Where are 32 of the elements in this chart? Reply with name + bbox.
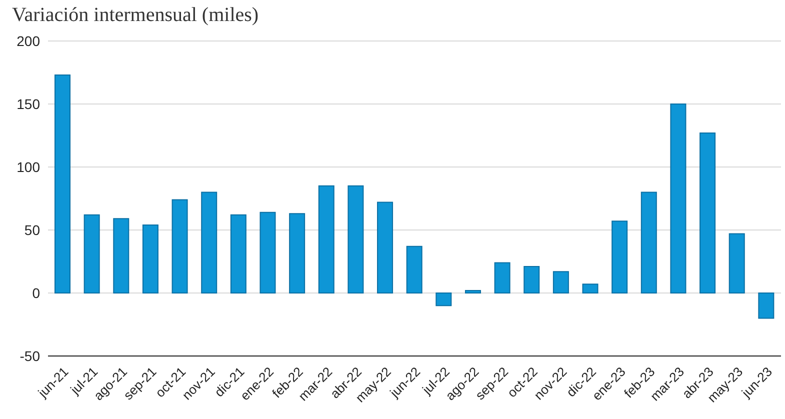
bar	[54, 74, 70, 294]
bar	[318, 185, 334, 294]
y-tick-label: 100	[16, 158, 40, 175]
y-tick-label: 200	[16, 32, 40, 49]
bar	[377, 202, 394, 294]
bar	[436, 292, 452, 306]
bar	[524, 266, 540, 294]
bar	[406, 246, 422, 294]
bar	[113, 218, 130, 294]
bar	[230, 214, 246, 294]
bar	[172, 199, 188, 294]
bar	[260, 212, 276, 294]
chart-title: Variación intermensual (miles)	[12, 4, 260, 27]
y-tick-label: -50	[20, 348, 40, 364]
bar	[552, 271, 569, 294]
y-tick-label: 50	[24, 222, 40, 238]
bar	[142, 224, 158, 294]
bar	[758, 292, 774, 319]
bar	[464, 290, 481, 294]
bar	[612, 220, 628, 294]
bar	[582, 284, 598, 294]
bar	[670, 104, 686, 294]
bar	[494, 262, 510, 294]
bar	[289, 213, 306, 294]
y-tick-label: 150	[16, 96, 40, 112]
bar	[84, 214, 100, 294]
bar	[700, 132, 716, 294]
y-tick-label: 0	[32, 284, 40, 301]
bar	[728, 233, 745, 294]
bar	[640, 192, 657, 294]
bar	[201, 192, 218, 294]
bar	[348, 185, 364, 294]
